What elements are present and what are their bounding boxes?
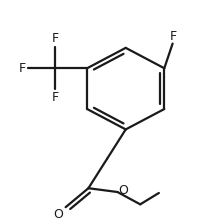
Text: F: F (51, 32, 59, 45)
Text: F: F (19, 62, 26, 75)
Text: O: O (118, 184, 128, 197)
Text: O: O (54, 208, 64, 221)
Text: F: F (170, 30, 177, 43)
Text: F: F (51, 91, 59, 104)
